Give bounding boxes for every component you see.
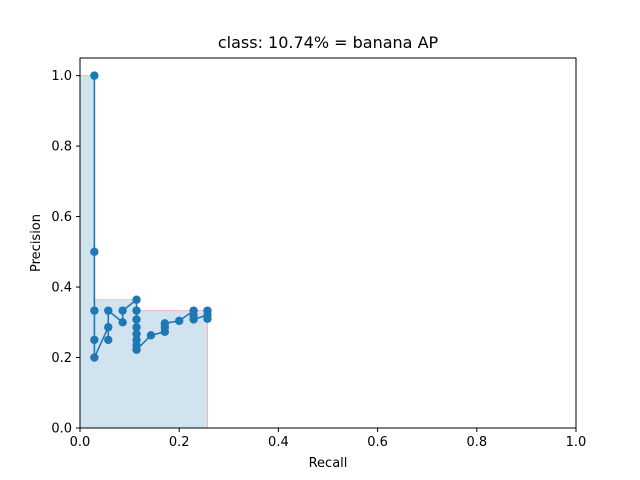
pr-point <box>132 329 141 339</box>
pr-point <box>132 315 141 324</box>
x-tick-label: 0.6 <box>367 435 388 450</box>
y-tick-label: 0.8 <box>51 140 72 155</box>
pr-point <box>104 335 113 345</box>
pr-point <box>132 306 141 315</box>
plot-frame <box>79 57 577 429</box>
pr-point <box>175 316 184 326</box>
x-tick-label: 0.0 <box>70 435 91 450</box>
y-tick-label: 0.4 <box>51 281 72 296</box>
pr-point <box>90 247 99 257</box>
series-points-layer <box>90 71 212 362</box>
pr-point <box>90 71 99 80</box>
pr-point <box>203 314 212 323</box>
pr-point <box>203 306 212 315</box>
y-tick-label: 0.6 <box>51 210 72 225</box>
pr-point <box>132 345 141 354</box>
pr-point <box>189 315 198 324</box>
pr-point <box>104 323 113 332</box>
x-tick-label: 0.8 <box>466 435 487 450</box>
pr-point <box>132 323 141 332</box>
y-axis-ticks: 0.0 0.2 0.4 0.6 0.8 1.0 <box>51 69 80 437</box>
x-tick-label: 0.2 <box>169 435 190 450</box>
x-tick-label: 0.4 <box>268 435 289 450</box>
pr-point <box>118 306 127 315</box>
pr-point <box>160 319 170 328</box>
y-axis-label: Precision <box>29 214 44 272</box>
pr-point <box>146 331 156 340</box>
pr-point <box>90 335 99 345</box>
pr-point <box>104 306 113 315</box>
pr-point <box>90 306 99 315</box>
chart-title: class: 10.74% = banana AP <box>218 33 439 52</box>
pr-point <box>118 318 127 327</box>
y-tick-label: 0.2 <box>51 351 72 366</box>
x-axis-label: Recall <box>309 456 348 471</box>
pr-point <box>132 295 141 304</box>
y-tick-label: 1.0 <box>51 69 72 84</box>
pr-point <box>90 353 99 362</box>
x-tick-label: 1.0 <box>566 435 587 450</box>
y-tick-label: 0.0 <box>51 422 72 437</box>
x-axis-ticks: 0.0 0.2 0.4 0.6 0.8 1.0 <box>70 428 587 450</box>
